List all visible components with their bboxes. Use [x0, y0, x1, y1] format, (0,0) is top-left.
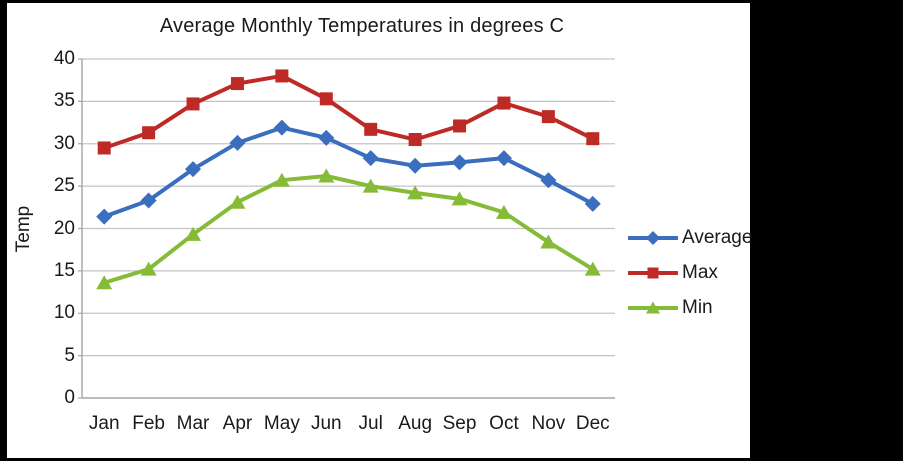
legend-marker-shape — [647, 267, 659, 279]
x-tick-label: May — [263, 413, 300, 434]
x-tick-label: Jan — [88, 413, 120, 434]
y-tick-label: 0 — [64, 387, 75, 408]
data-point-min — [96, 275, 113, 290]
legend-item-max: Max — [628, 261, 752, 285]
data-point-average — [185, 161, 202, 178]
data-point-max — [319, 92, 333, 106]
x-tick-label: Nov — [531, 413, 566, 434]
data-point-average — [96, 208, 113, 225]
x-tick-label: Jul — [358, 413, 383, 434]
data-point-min — [185, 226, 202, 241]
series-line-min — [102, 173, 595, 285]
legend-label: Max — [682, 262, 718, 283]
data-point-average — [584, 195, 601, 212]
y-tick-label: 15 — [53, 259, 75, 281]
data-point-min — [362, 178, 379, 193]
data-point-max — [364, 122, 378, 136]
data-point-max — [541, 110, 555, 124]
y-tick-label: 5 — [64, 344, 75, 366]
legend-item-min: Min — [628, 296, 752, 320]
plot-area — [78, 58, 615, 399]
legend-label: Min — [682, 297, 713, 318]
data-point-min — [273, 172, 290, 187]
data-point-max — [97, 141, 111, 155]
x-tick-label: Feb — [132, 413, 165, 434]
data-point-min — [229, 194, 246, 209]
data-point-max — [142, 126, 156, 140]
chart-title: Average Monthly Temperatures in degrees … — [159, 15, 565, 37]
legend-marker-shape — [646, 231, 660, 245]
legend-marker-shape — [646, 301, 660, 314]
legend: Average Max Min — [628, 226, 752, 331]
data-point-average — [540, 172, 557, 189]
y-tick-label: 25 — [53, 175, 75, 197]
y-tick-label: 20 — [53, 217, 75, 239]
data-point-min — [140, 261, 157, 276]
data-point-max — [453, 119, 467, 133]
y-tick-label: 35 — [53, 90, 75, 112]
x-tick-label: Sep — [442, 413, 477, 434]
legend-marker-square-icon — [628, 267, 678, 279]
data-point-min — [540, 234, 557, 249]
x-tick-label: Oct — [489, 413, 519, 434]
data-point-max — [275, 69, 289, 83]
data-point-average — [273, 119, 290, 136]
x-tick-label: Aug — [398, 413, 433, 434]
legend-label: Average — [682, 227, 753, 248]
chart-panel: Average Monthly Temperatures in degrees … — [7, 3, 752, 458]
legend-marker-triangle-icon — [628, 301, 678, 314]
series-line-average — [102, 125, 595, 219]
data-point-average — [140, 192, 157, 209]
legend-marker-diamond-icon — [628, 231, 678, 245]
data-point-average — [407, 157, 424, 174]
data-point-average — [318, 129, 335, 146]
data-point-max — [186, 97, 200, 111]
y-tick-label: 40 — [53, 48, 75, 69]
data-point-min — [451, 191, 468, 206]
data-point-min — [407, 185, 424, 200]
x-tick-label: Mar — [176, 413, 210, 434]
data-point-average — [362, 150, 379, 167]
y-tick-label: 30 — [53, 132, 75, 154]
y-tick-label: 10 — [53, 302, 75, 324]
legend-item-average: Average — [628, 226, 752, 250]
data-point-max — [497, 96, 511, 110]
data-point-max — [586, 132, 600, 146]
x-tick-label: Apr — [222, 413, 253, 434]
x-tick-label: Dec — [575, 413, 610, 434]
data-point-average — [451, 154, 468, 171]
data-point-average — [495, 150, 512, 167]
data-point-min — [495, 204, 512, 219]
data-point-max — [230, 77, 244, 91]
series-line-max — [102, 73, 595, 150]
data-point-average — [229, 134, 246, 151]
data-point-max — [408, 133, 422, 147]
data-point-min — [584, 261, 601, 276]
x-tick-label: Jun — [310, 413, 342, 434]
data-point-min — [318, 168, 335, 183]
